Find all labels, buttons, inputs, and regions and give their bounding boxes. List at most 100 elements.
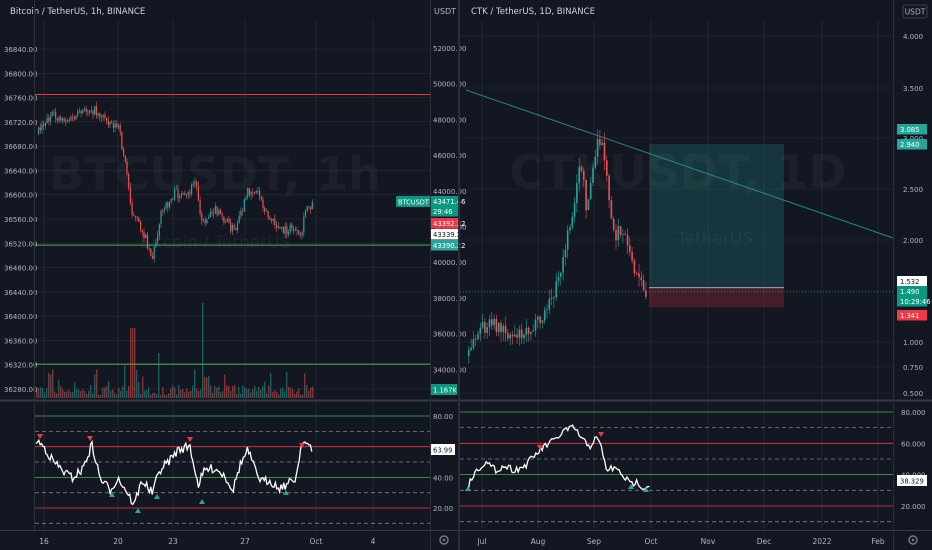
btc-volume-bar xyxy=(150,394,152,398)
btc-left-scale-tick: 36320.00 xyxy=(4,362,37,370)
btc-candlesticks[interactable] xyxy=(38,101,313,263)
btc-osc-value-tag-text: 63.99 xyxy=(433,447,452,455)
btc-candle xyxy=(129,187,131,204)
ctk-candle xyxy=(635,273,638,274)
btc-volume-bar xyxy=(264,381,266,398)
ctk-candle xyxy=(479,327,482,334)
btc-volume-bar xyxy=(300,394,302,398)
btc-volume-bar xyxy=(194,369,196,398)
ctk-candlesticks[interactable] xyxy=(468,129,647,364)
btc-volume-bar xyxy=(288,386,290,398)
btc-volume-bar xyxy=(272,392,274,398)
btc-symbol-tag-text: BTCUSDT xyxy=(398,199,430,207)
ctk-osc-value-tag xyxy=(897,475,927,486)
ctk-candle xyxy=(589,183,592,200)
ctk-candle xyxy=(585,179,587,211)
ctk-oscillator[interactable] xyxy=(460,381,893,523)
ctk-trendline[interactable] xyxy=(465,89,893,239)
btc-candle xyxy=(99,113,101,117)
btc-candle xyxy=(119,125,121,132)
ctk-time-axis[interactable]: Jul Aug Sep Oct Nov Dec 2022 Feb xyxy=(476,537,884,546)
ctk-candle xyxy=(539,316,541,323)
ctk-candle xyxy=(537,316,539,320)
btc-watermark-sub: Bitcoin / TetherUS xyxy=(140,233,291,253)
btc-chart-pane[interactable]: BTCUSDT, 1h Bitcoin / TetherUS 36840.00 3… xyxy=(4,5,466,546)
ctk-price-tag xyxy=(897,310,927,321)
chart-settings-icon[interactable] xyxy=(908,535,918,545)
ctk-trendline-segment[interactable] xyxy=(465,89,893,239)
btc-candle xyxy=(117,125,120,128)
btc-volume-bar xyxy=(184,392,186,398)
btc-candle xyxy=(167,202,169,208)
ctk-target-zone[interactable] xyxy=(649,144,784,288)
btc-volume-bar xyxy=(108,380,110,398)
btc-time-tick: 16 xyxy=(39,537,49,546)
btc-left-scale-tick: 36360.00 xyxy=(4,337,37,345)
btc-volume-bar xyxy=(96,369,98,398)
btc-oscillator[interactable] xyxy=(35,385,430,524)
btc-candle xyxy=(39,127,41,131)
chart-settings-icon[interactable] xyxy=(439,535,449,545)
btc-candle xyxy=(213,212,215,214)
btc-price-tag-text: 43471.46 xyxy=(433,198,465,206)
btc-volume-bar xyxy=(188,391,190,398)
btc-candle xyxy=(298,230,300,235)
btc-chart-title: Bitcoin / TetherUS, 1h, BINANCE xyxy=(10,7,145,17)
ctk-candle xyxy=(488,319,491,328)
btc-candle xyxy=(66,120,69,121)
ctk-time-tick: Sep xyxy=(587,537,601,546)
btc-horizontal-lines[interactable] xyxy=(35,94,430,365)
btc-candle xyxy=(199,200,201,214)
btc-volume-bar xyxy=(72,391,74,398)
ctk-long-position-tool[interactable] xyxy=(460,144,893,308)
ctk-candle xyxy=(564,249,567,257)
ctk-time-tick: Feb xyxy=(871,537,885,546)
ctk-oscillator-line[interactable] xyxy=(466,424,650,491)
ctk-stop-zone[interactable] xyxy=(649,287,784,308)
ctk-scale-tick: 4.000 xyxy=(903,33,923,41)
btc-candle xyxy=(179,196,181,199)
ctk-candle xyxy=(587,199,590,211)
ctk-candle xyxy=(601,142,603,146)
ctk-candle xyxy=(578,166,580,184)
ctk-price-tag xyxy=(897,286,927,297)
btc-oscillator-line[interactable] xyxy=(35,438,313,506)
ctk-chart-pane[interactable]: CTKUSDT, 1D TetherUS 4.0003.5003.0002.50… xyxy=(460,4,931,546)
btc-osc-scale-tick: 40.00 xyxy=(433,474,453,482)
btc-volume-bar xyxy=(214,385,216,398)
btc-volume-bar xyxy=(102,387,104,398)
btc-candle xyxy=(226,219,228,222)
btc-volume-bar xyxy=(84,391,86,398)
btc-volume-bar xyxy=(230,391,232,398)
btc-volume-bar xyxy=(260,389,262,398)
ctk-candle xyxy=(642,280,645,291)
btc-volume-bar xyxy=(40,387,42,398)
ctk-scale-tick: 3.500 xyxy=(903,85,923,93)
ctk-currency-selector[interactable]: USDT xyxy=(905,8,926,17)
btc-candle xyxy=(225,221,227,223)
btc-right-scale-unit[interactable]: USDT xyxy=(434,7,456,16)
btc-candle xyxy=(214,206,216,213)
btc-volume-bar xyxy=(244,387,246,398)
ctk-candle xyxy=(624,233,626,235)
ctk-price-tag-text: 1.532 xyxy=(900,278,919,286)
btc-candle xyxy=(240,210,242,216)
btc-time-axis[interactable]: 16 20 23 27 Oct 4 xyxy=(39,537,375,546)
btc-price-tag-text: 43339.22 xyxy=(433,231,465,239)
btc-volume-bar xyxy=(296,391,298,398)
btc-candle xyxy=(131,203,133,215)
btc-candle xyxy=(134,215,137,218)
btc-volume-bar xyxy=(66,391,68,398)
ctk-price-tag xyxy=(897,296,927,307)
btc-candle xyxy=(259,190,261,197)
btc-osc-buy-marker xyxy=(283,490,289,495)
btc-candle xyxy=(107,120,109,125)
btc-candle xyxy=(100,116,103,118)
btc-candle xyxy=(102,114,104,118)
btc-osc-sell-marker xyxy=(37,434,43,439)
btc-candle xyxy=(206,218,208,224)
btc-volume-bar xyxy=(246,389,248,398)
btc-volume-bar xyxy=(282,387,284,398)
btc-candle xyxy=(72,116,74,118)
